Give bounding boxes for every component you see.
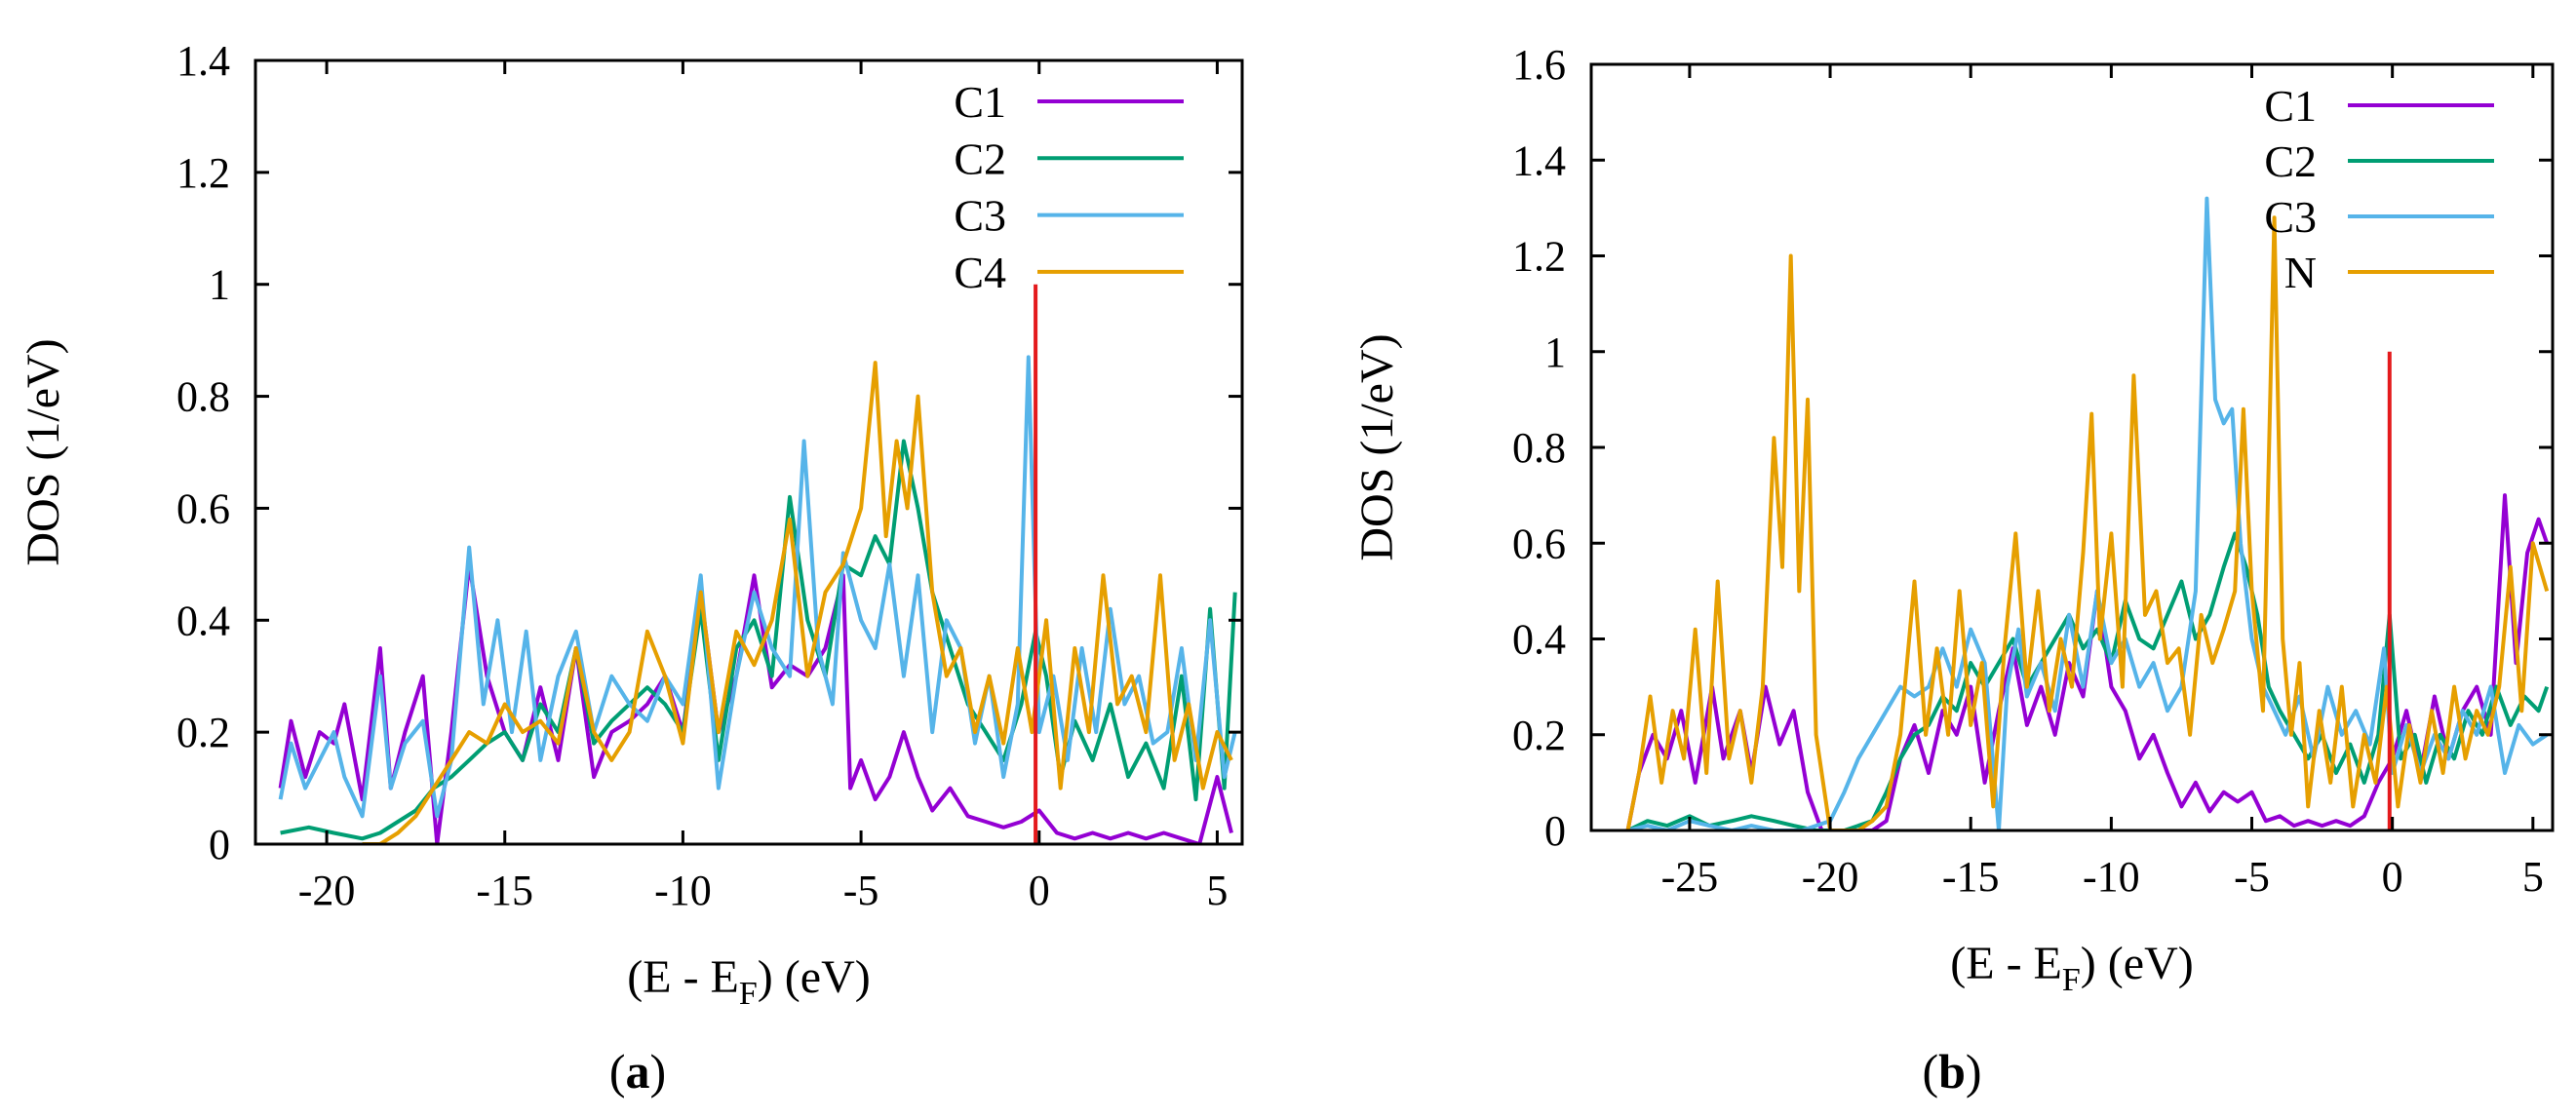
- chart-a-ytick-label: 0: [209, 821, 230, 868]
- chart-b-xtick-label: -25: [1661, 853, 1719, 901]
- chart-a-ytick-label: 1.2: [176, 149, 230, 197]
- chart-a-legend-label-c2: C2: [954, 134, 1006, 183]
- chart-a-xtick-label: -15: [476, 867, 533, 914]
- chart-b-ytick-label: 1.6: [1512, 41, 1566, 89]
- chart-a-xtick-label: -10: [654, 867, 712, 914]
- chart-b-xtick-label: -20: [1802, 853, 1859, 901]
- chart-a-axes-frame: [254, 58, 1244, 846]
- chart-b-ytick-label: 0: [1544, 807, 1566, 855]
- chart-a-xlabel: (E - EF) (eV): [627, 951, 870, 1012]
- panel-caption-a: (a): [609, 1044, 666, 1099]
- chart-a-ytick-label: 0.6: [176, 484, 230, 532]
- panel-caption-b: (b): [1922, 1044, 1981, 1099]
- chart-a-series-c1: [278, 561, 1233, 844]
- chart-a-ylabel: DOS (1/eV): [18, 338, 69, 565]
- chart-a-legend-label-c3: C3: [954, 191, 1006, 241]
- chart-a-xtick-label: -20: [298, 867, 356, 914]
- chart-a-series-c2: [280, 439, 1237, 841]
- chart-b-series-n: [1625, 215, 2550, 830]
- chart-b-plot-area: [1625, 196, 2550, 830]
- chart-b-ytick-label: 1: [1544, 328, 1566, 376]
- chart-b-ylabel: DOS (1/eV): [1351, 333, 1403, 560]
- chart-b-xlabel: (E - EF) (eV): [1950, 938, 2193, 998]
- chart-b-legend-label-c1: C1: [2264, 81, 2317, 131]
- chart-b-series-c1: [1625, 493, 2550, 830]
- chart-panel-b: -25 -20 -15 -10 -5 0 5 0 0.2 0.4 0.6 0.8 1 1.2 1.4 1.6 (…: [1351, 41, 2555, 998]
- chart-a-series-c3: [278, 355, 1237, 819]
- chart-b-ytick-label: 0.6: [1512, 520, 1566, 567]
- chart-a-xtick-label: 0: [1029, 867, 1050, 914]
- chart-b-series-c2: [1626, 531, 2550, 830]
- chart-b-ytick-label: 0.2: [1512, 712, 1566, 759]
- chart-b-xtick-label: 5: [2522, 853, 2544, 901]
- chart-a-ytick-label: 0.2: [176, 709, 230, 756]
- chart-b-series-c3: [1627, 196, 2549, 830]
- chart-b-ytick-label: 1.4: [1512, 136, 1566, 184]
- chart-b-xtick-label: -10: [2083, 853, 2140, 901]
- chart-b-legend-label-c2: C2: [2264, 136, 2317, 186]
- chart-a-series-c4: [362, 361, 1233, 844]
- chart-b-xtick-label: -5: [2234, 853, 2270, 901]
- chart-a-ytick-label: 0.8: [176, 373, 230, 421]
- chart-b-legend-label-c3: C3: [2264, 192, 2317, 242]
- chart-panel-a: -20 -15 -10 -5 0 5 0 0.2 0.4 0.6 0.8 1 1.2 1.4 (E - EF…: [18, 37, 1244, 1012]
- chart-a-legend-label-c1: C1: [954, 77, 1006, 127]
- chart-a-plot-area: [278, 284, 1237, 844]
- chart-a-legend-label-c4: C4: [954, 248, 1006, 297]
- chart-b-legend-label-n: N: [2284, 248, 2317, 297]
- chart-b-ytick-label: 1.2: [1512, 233, 1566, 281]
- chart-a-ytick-label: 1.4: [176, 37, 230, 85]
- chart-a-ytick-label: 1: [209, 261, 230, 309]
- chart-b-ytick-label: 0.4: [1512, 616, 1566, 664]
- chart-b-ytick-label: 0.8: [1512, 424, 1566, 472]
- chart-b-xtick-label: 0: [2382, 853, 2403, 901]
- chart-a-ytick-label: 0.4: [176, 597, 230, 644]
- chart-a-xtick-label: -5: [843, 867, 879, 914]
- chart-a-xtick-label: 5: [1206, 867, 1228, 914]
- chart-b-xtick-label: -15: [1942, 853, 2000, 901]
